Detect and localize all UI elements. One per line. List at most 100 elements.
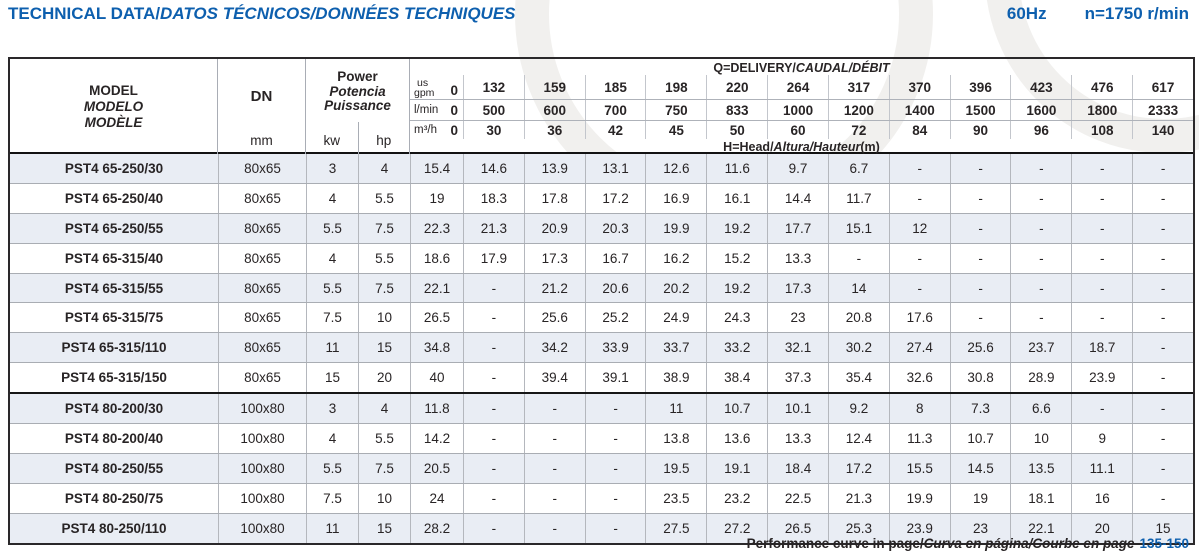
flow-value-cell: 750 <box>645 100 706 120</box>
hp-cell: 4 <box>358 154 410 183</box>
flow-value-cell: 30 <box>463 121 524 139</box>
head-cell: 26.5 <box>410 303 463 333</box>
head-cell: 19.5 <box>645 453 706 483</box>
flow-value-cell: 370 <box>888 75 950 99</box>
footer-en: Performance curve in page/ <box>746 536 924 551</box>
head-cell: 33.7 <box>645 333 706 363</box>
model-header-line: MODEL <box>89 82 138 98</box>
head-cell: - <box>1132 363 1193 393</box>
head-cell: 9 <box>1071 424 1132 453</box>
flow-unit-label: us gpm <box>414 77 435 99</box>
head-cell: - <box>888 243 950 273</box>
flow-value-cell: 476 <box>1071 75 1132 99</box>
head-cell: 39.1 <box>584 363 646 393</box>
hp-header: hp <box>357 122 410 154</box>
head-cell: 15.5 <box>888 453 950 483</box>
head-cell: 24.9 <box>645 303 706 333</box>
footer-note: Performance curve in page/Curva en págin… <box>747 536 1189 551</box>
model-cell: PST4 80-200/40 <box>64 430 164 446</box>
flow-value-cell: 36 <box>523 121 585 139</box>
dn-label: DN <box>250 87 273 105</box>
head-cell: 16.7 <box>584 243 646 273</box>
head-cell: 17.7 <box>767 213 828 243</box>
hp-cell: 7.5 <box>358 213 410 243</box>
model-cell: PST4 65-315/150 <box>61 370 167 386</box>
flow-value-cell: 1800 <box>1071 100 1132 120</box>
head-cell: 23.5 <box>645 483 706 513</box>
head-cell: 12.4 <box>827 424 889 453</box>
head-cell: 7.3 <box>949 394 1011 424</box>
head-cell: 11 <box>645 394 706 424</box>
head-cell: 17.2 <box>584 183 646 213</box>
model-header-line: MODELO <box>83 98 144 114</box>
table-body: PST4 65-250/30 80x65 3 4 15.4 14.6 13.9 13.1 12.… <box>10 154 1193 543</box>
flow-value-cell: 423 <box>1010 75 1071 99</box>
head-cell: 16.9 <box>645 183 706 213</box>
flow-unit-label-cell: m³/h 0 <box>410 121 463 139</box>
head-cell: 32.1 <box>767 333 828 363</box>
head-cell: 6.6 <box>1010 394 1071 424</box>
kw-cell: 4 <box>306 183 358 213</box>
flow-zero-value: 0 <box>450 122 458 138</box>
head-cell: - <box>463 273 524 303</box>
page-title-en: TECHNICAL DATA/ <box>8 4 161 23</box>
head-cell: 38.9 <box>645 363 706 393</box>
speed-label: n=1750 r/min <box>1084 4 1189 23</box>
head-header-unit: (m) <box>860 139 880 154</box>
head-cell: 19.9 <box>645 213 706 243</box>
head-cell: 15.1 <box>827 213 889 243</box>
head-cell: - <box>1071 154 1132 183</box>
head-cell: 10.7 <box>706 394 767 424</box>
head-cell: - <box>463 303 524 333</box>
head-cell: 28.9 <box>1010 363 1071 393</box>
flow-value-cell: 84 <box>888 121 950 139</box>
head-cell: 34.2 <box>523 333 585 363</box>
delivery-header-block: Q=DELIVERY/CAUDAL/DÉBIT us gpm 0 132 159 185 1… <box>410 59 1193 154</box>
head-cell: 23.7 <box>1010 333 1071 363</box>
hp-cell: 5.5 <box>358 183 410 213</box>
table-row: PST4 65-315/40 80x65 4 5.5 18.6 17.9 17.3 16.7 1… <box>10 242 1193 273</box>
head-cell: 22.1 <box>1010 513 1071 543</box>
model-cell: PST4 65-250/55 <box>64 220 164 236</box>
flow-value-cell: 700 <box>584 100 646 120</box>
head-cell: 13.5 <box>1010 453 1071 483</box>
hp-cell: 7.5 <box>358 453 410 483</box>
head-cell: - <box>1132 154 1193 183</box>
head-cell: 24.3 <box>706 303 767 333</box>
head-cell: 10 <box>1010 424 1071 453</box>
head-cell: 19.2 <box>706 213 767 243</box>
table-row: PST4 65-250/40 80x65 4 5.5 19 18.3 17.8 17.2 16.… <box>10 182 1193 213</box>
flow-value-cell: 317 <box>827 75 889 99</box>
table-row: PST4 65-315/150 80x65 15 20 40-39.4 39.1 38.9 3… <box>10 362 1193 393</box>
table-row: PST4 80-250/75 100x80 7.5 10 24- - -23.5 23.2 22… <box>10 482 1193 513</box>
flow-value-cell: 600 <box>523 100 585 120</box>
head-cell: 11.8 <box>410 394 463 424</box>
hp-cell: 4 <box>358 394 410 424</box>
hp-cell: 15 <box>358 513 410 543</box>
head-header-en: H=Head/ <box>723 139 774 154</box>
head-cell: 12 <box>888 213 950 243</box>
kw-header: kw <box>323 133 341 148</box>
head-cell: 30.2 <box>827 333 889 363</box>
head-cell: 33.2 <box>706 333 767 363</box>
model-cell: PST4 65-315/75 <box>64 310 164 326</box>
head-cell: - <box>584 424 646 453</box>
head-cell: - <box>1010 303 1071 333</box>
kw-cell: 4 <box>306 243 358 273</box>
dn-cell: 100x80 <box>218 424 306 453</box>
kw-cell: 7.5 <box>306 303 358 333</box>
head-cell: - <box>1132 453 1193 483</box>
head-cell: 18.4 <box>767 453 828 483</box>
head-cell: 11.6 <box>706 154 767 183</box>
head-cell: 14.5 <box>949 453 1011 483</box>
head-cell: 18.3 <box>463 183 524 213</box>
table-row: PST4 65-250/30 80x65 3 4 15.4 14.6 13.9 13.1 12.… <box>10 154 1193 183</box>
flow-value-cell: 2333 <box>1132 100 1193 120</box>
flow-value-cell: 198 <box>645 75 706 99</box>
head-cell: 17.2 <box>827 453 889 483</box>
flow-value-cell: 108 <box>1071 121 1132 139</box>
head-cell: - <box>1132 483 1193 513</box>
head-cell: 23 <box>767 303 828 333</box>
kw-cell: 3 <box>306 394 358 424</box>
head-cell: 17.8 <box>523 183 585 213</box>
